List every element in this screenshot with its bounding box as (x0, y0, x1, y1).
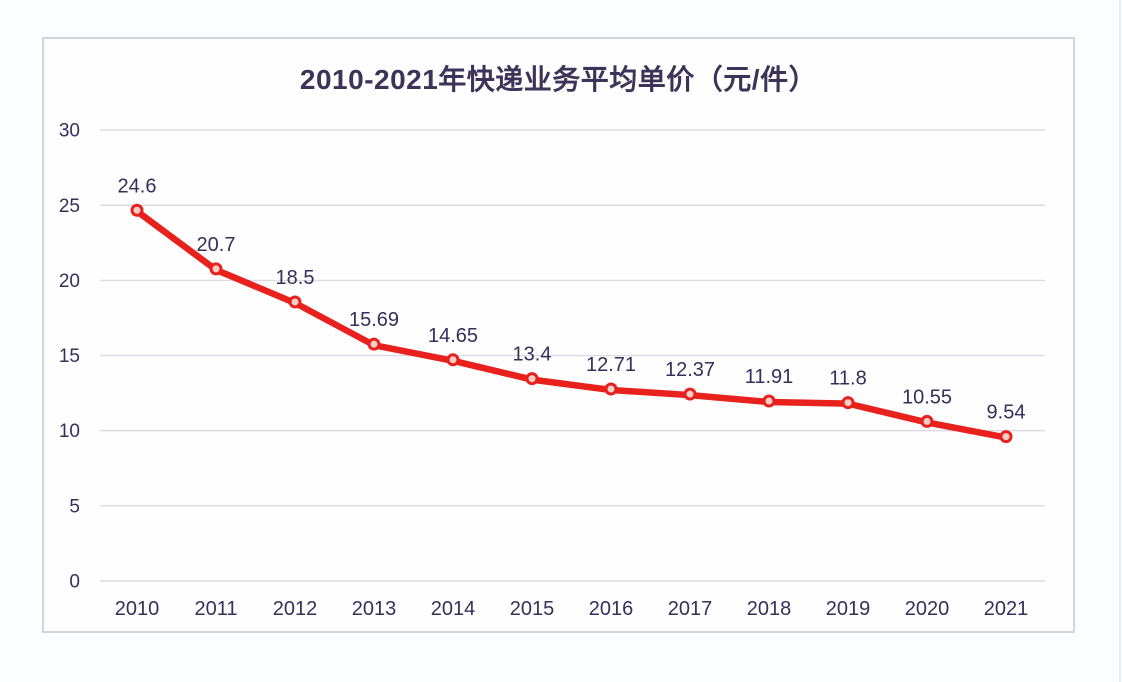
x-tick-label: 2016 (589, 598, 634, 620)
x-tick-label: 2018 (747, 598, 792, 620)
data-point-marker (130, 203, 144, 217)
x-tick-label: 2010 (115, 598, 160, 620)
data-point-label: 15.69 (349, 309, 399, 331)
y-tick-label: 10 (59, 421, 80, 442)
y-tick-label: 30 (59, 121, 80, 142)
x-tick-label: 2019 (826, 598, 871, 620)
x-tick-label: 2012 (273, 598, 318, 620)
data-point-marker (683, 387, 697, 401)
data-point-label: 24.6 (118, 175, 157, 197)
data-point-marker (841, 396, 855, 410)
right-edge-line (1119, 0, 1121, 682)
data-point-label: 12.37 (665, 359, 715, 381)
series-line (133, 208, 1010, 441)
chart-title: 2010-2021年快递业务平均单价（元/件） (299, 64, 818, 95)
y-tick-label: 25 (59, 196, 80, 217)
data-point-label: 12.71 (586, 354, 636, 376)
x-tick-label: 2017 (668, 598, 713, 620)
data-point-label: 9.54 (987, 402, 1026, 424)
data-point-label: 10.55 (902, 386, 952, 408)
data-point-marker (920, 414, 934, 428)
y-tick-label: 5 (69, 496, 80, 517)
data-point-label: 11.91 (745, 366, 794, 388)
data-point-marker (604, 382, 618, 396)
data-point-label: 20.7 (197, 234, 236, 256)
y-tick-label: 20 (59, 271, 80, 292)
x-tick-label: 2013 (352, 598, 397, 620)
x-tick-label: 2021 (984, 598, 1029, 620)
data-point-label: 14.65 (428, 325, 478, 347)
data-point-marker (525, 372, 539, 386)
y-tick-label: 15 (59, 346, 80, 367)
data-point-marker (762, 394, 776, 408)
data-point-marker (446, 353, 460, 367)
data-point-marker (209, 262, 223, 276)
data-point-label: 13.4 (513, 344, 552, 366)
x-tick-label: 2020 (905, 598, 950, 620)
data-point-marker (367, 337, 381, 351)
x-tick-label: 2011 (194, 598, 237, 620)
data-point-label: 18.5 (276, 267, 315, 289)
x-tick-label: 2014 (431, 598, 476, 620)
x-tick-label: 2015 (510, 598, 555, 620)
data-point-label: 11.8 (829, 368, 866, 390)
y-tick-label: 0 (69, 572, 80, 593)
data-point-marker (999, 430, 1013, 444)
data-point-marker (288, 295, 302, 309)
chart-panel (42, 37, 1075, 633)
